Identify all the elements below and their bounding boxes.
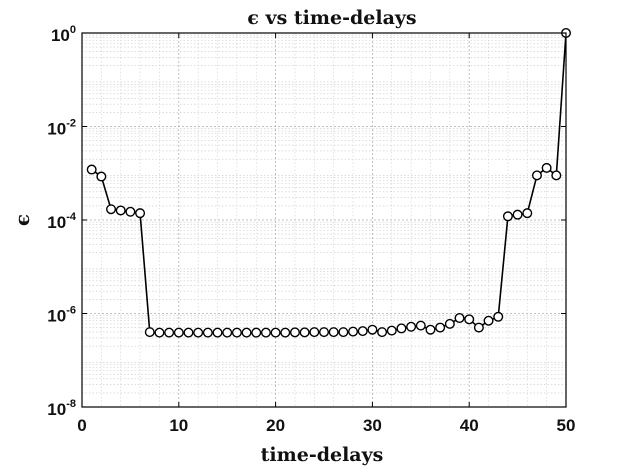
x-axis-label: time-delays: [261, 444, 384, 466]
data-point: [106, 204, 117, 215]
y-tick-label: 10-8: [47, 398, 76, 419]
data-point: [251, 327, 262, 338]
major-grid: [82, 33, 566, 407]
axis-ticks: [81, 32, 567, 408]
data-point: [454, 313, 465, 324]
data-point: [367, 324, 378, 335]
y-axis-label: ϵ: [10, 214, 34, 226]
data-point: [289, 327, 300, 338]
y-tick-label: 10-2: [47, 118, 76, 139]
data-point: [125, 206, 136, 217]
data-point: [551, 170, 562, 181]
data-point: [328, 327, 339, 338]
x-tick-label: 30: [363, 416, 382, 435]
data-point: [541, 162, 552, 173]
data-point: [309, 327, 320, 338]
data-point: [502, 211, 513, 222]
data-point: [202, 327, 213, 338]
data-point: [473, 322, 484, 333]
minor-grid: [82, 33, 566, 407]
series-layer: [86, 28, 572, 338]
data-point: [444, 318, 455, 329]
data-point: [212, 327, 223, 338]
y-tick-labels: 10-8 10-6 10-4 10-2 100: [47, 24, 77, 419]
data-point: [531, 170, 542, 181]
data-point: [241, 327, 252, 338]
data-point: [270, 327, 281, 338]
data-point: [493, 311, 504, 322]
x-tick-label: 50: [557, 416, 576, 435]
data-point: [377, 327, 388, 338]
data-point: [348, 326, 359, 337]
x-tick-label: 0: [77, 416, 86, 435]
data-point: [464, 314, 475, 325]
data-point: [231, 327, 242, 338]
data-point: [425, 324, 436, 335]
data-point: [222, 327, 233, 338]
data-point: [154, 327, 165, 338]
data-point: [415, 320, 426, 331]
data-point: [512, 209, 523, 220]
x-tick-labels: 0 10 20 30 40 50: [77, 416, 575, 435]
data-point: [483, 315, 494, 326]
data-point: [144, 327, 155, 338]
data-point: [164, 327, 175, 338]
data-point: [193, 327, 204, 338]
data-point: [522, 208, 533, 219]
data-point: [183, 327, 194, 338]
data-point: [338, 327, 349, 338]
data-point: [357, 326, 368, 337]
data-point: [96, 171, 107, 182]
data-point: [406, 321, 417, 332]
data-point: [86, 164, 97, 175]
data-point: [386, 325, 397, 336]
chart-title: ϵ vs time-delays: [247, 7, 416, 29]
y-tick-label: 10-6: [47, 305, 76, 326]
data-point: [173, 327, 184, 338]
data-point: [135, 208, 146, 219]
data-point: [299, 327, 310, 338]
data-point: [115, 205, 126, 216]
data-point: [260, 327, 271, 338]
data-point: [319, 327, 330, 338]
x-tick-label: 40: [460, 416, 479, 435]
x-tick-label: 10: [169, 416, 188, 435]
y-tick-label: 10-4: [47, 211, 77, 232]
data-point: [435, 322, 446, 333]
y-tick-label: 100: [51, 24, 76, 45]
data-point: [280, 327, 291, 338]
x-tick-label: 20: [266, 416, 285, 435]
data-point: [396, 323, 407, 334]
